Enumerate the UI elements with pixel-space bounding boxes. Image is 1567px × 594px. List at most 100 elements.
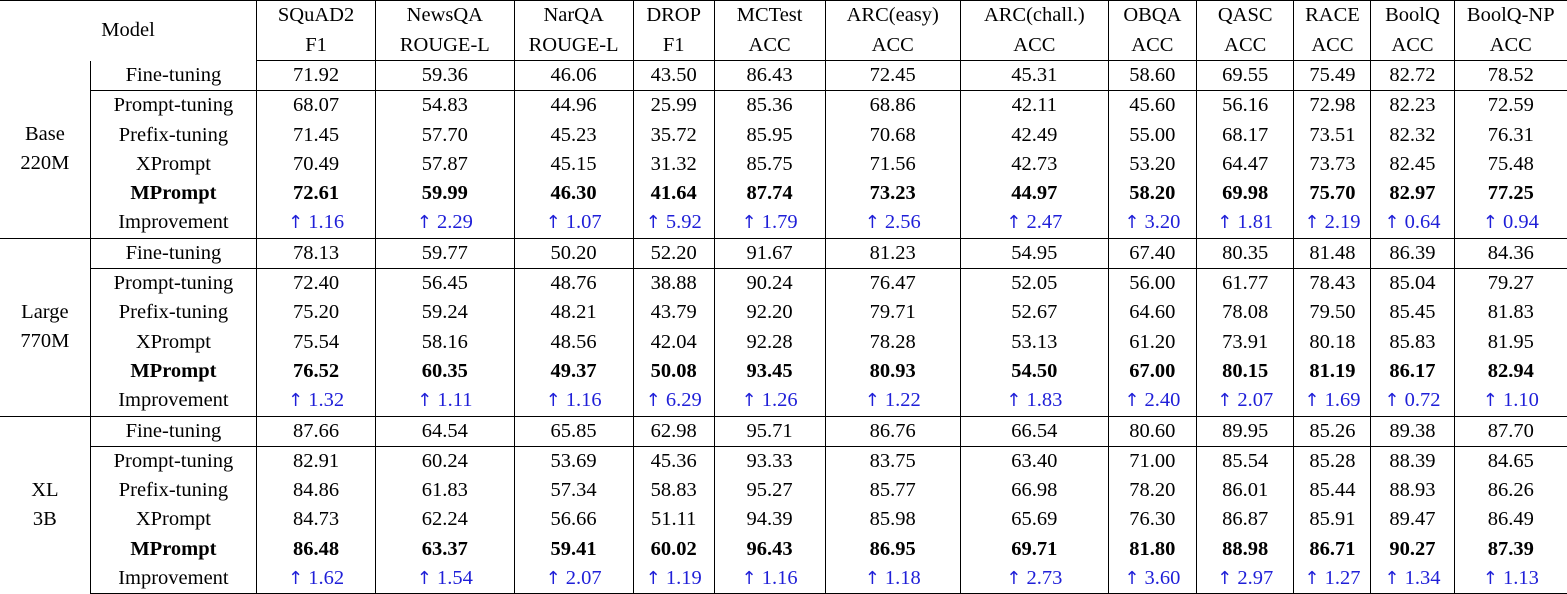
score-cell: 79.71	[824, 298, 961, 328]
improvement-cell: ↑ 2.56	[824, 208, 961, 239]
score-cell: 45.36	[632, 445, 715, 477]
method-name: XPrompt	[89, 327, 257, 357]
method-name: MPrompt	[89, 356, 257, 387]
score-cell: 56.00	[1107, 268, 1197, 299]
improvement-cell: ↑ 1.16	[513, 386, 634, 417]
score-cell: 49.37	[513, 356, 634, 387]
score-cell: 61.83	[375, 476, 515, 506]
model-params-label: 3B	[32, 508, 57, 531]
up-arrow-icon: ↑	[288, 212, 304, 234]
score-cell: 79.27	[1453, 268, 1567, 299]
header-metric: F1	[256, 30, 376, 61]
score-cell: 78.52	[1453, 60, 1567, 91]
up-arrow-icon: ↑	[1217, 568, 1233, 590]
score-cell: 71.45	[256, 120, 376, 150]
score-cell: 68.07	[256, 90, 376, 121]
score-cell: 85.44	[1293, 476, 1371, 506]
score-cell: 91.67	[713, 237, 826, 269]
score-cell: 89.95	[1195, 415, 1294, 447]
header-dataset: ARC(easy)	[824, 0, 961, 31]
score-cell: 82.97	[1370, 179, 1455, 209]
improvement-cell: ↑ 1.34	[1370, 564, 1455, 594]
score-cell: 76.30	[1107, 505, 1197, 535]
score-cell: 58.83	[632, 476, 715, 506]
improvement-cell: ↑ 1.11	[375, 386, 515, 417]
score-cell: 35.72	[632, 120, 715, 150]
method-name: Prompt-tuning	[89, 90, 257, 121]
score-cell: 84.73	[256, 505, 376, 535]
score-cell: 73.91	[1195, 327, 1294, 357]
up-arrow-icon: ↑	[1384, 390, 1400, 412]
up-arrow-icon: ↑	[1006, 212, 1022, 234]
score-cell: 85.28	[1293, 445, 1371, 477]
improvement-cell: ↑ 2.29	[375, 208, 515, 239]
score-cell: 57.87	[375, 149, 515, 180]
improvement-cell: ↑ 1.13	[1453, 564, 1567, 594]
score-cell: 63.40	[959, 445, 1109, 477]
improvement-cell: ↑ 1.26	[713, 386, 826, 417]
score-cell: 90.27	[1370, 534, 1455, 565]
score-cell: 42.11	[959, 90, 1109, 121]
score-cell: 88.93	[1370, 476, 1455, 506]
method-name: Prefix-tuning	[89, 476, 257, 506]
header-dataset: NarQA	[513, 0, 634, 31]
score-cell: 86.17	[1370, 356, 1455, 387]
improvement-value: 6.29	[665, 389, 702, 412]
up-arrow-icon: ↑	[1482, 212, 1498, 234]
score-cell: 65.69	[959, 505, 1109, 535]
improvement-cell: ↑ 2.07	[513, 564, 634, 594]
score-cell: 95.27	[713, 476, 826, 506]
score-cell: 58.20	[1107, 179, 1197, 209]
improvement-value: 1.07	[565, 211, 602, 234]
score-cell: 92.28	[713, 327, 826, 357]
improvement-cell: ↑ 1.16	[256, 208, 376, 239]
score-cell: 78.20	[1107, 476, 1197, 506]
score-cell: 73.51	[1293, 120, 1371, 150]
improvement-cell: ↑ 2.40	[1107, 386, 1197, 417]
score-cell: 81.95	[1453, 327, 1567, 357]
header-metric: ACC	[824, 30, 961, 61]
score-cell: 25.99	[632, 90, 715, 121]
score-cell: 78.08	[1195, 298, 1294, 328]
score-cell: 48.76	[513, 268, 634, 299]
up-arrow-icon: ↑	[645, 212, 661, 234]
improvement-value: 1.11	[437, 389, 473, 412]
score-cell: 60.24	[375, 445, 515, 477]
table-row: MPrompt 86.48 63.37 59.41 60.02 96.43 86.95 69.…	[0, 534, 1567, 565]
improvement-value: 2.56	[884, 211, 921, 234]
score-cell: 42.73	[959, 149, 1109, 180]
up-arrow-icon: ↑	[1304, 212, 1320, 234]
score-cell: 48.21	[513, 298, 634, 328]
improvement-value: 1.18	[884, 567, 921, 590]
header-dataset: BoolQ	[1370, 0, 1455, 31]
up-arrow-icon: ↑	[1482, 390, 1498, 412]
score-cell: 68.86	[824, 90, 961, 121]
table-row: Prefix-tuning 84.86 61.83 57.34 58.83 95.27 85…	[0, 476, 1567, 506]
header-metric: ACC	[1453, 30, 1567, 61]
score-cell: 71.92	[256, 60, 376, 91]
score-cell: 70.68	[824, 120, 961, 150]
score-cell: 43.50	[632, 60, 715, 91]
table-row: Prompt-tuning 82.91 60.24 53.69 45.36 93.33 83…	[0, 445, 1567, 477]
score-cell: 85.26	[1293, 415, 1371, 447]
up-arrow-icon: ↑	[417, 390, 433, 412]
score-cell: 77.25	[1453, 179, 1567, 209]
score-cell: 53.20	[1107, 149, 1197, 180]
improvement-cell: ↑ 2.97	[1195, 564, 1294, 594]
improvement-value: 1.13	[1502, 567, 1539, 590]
model-size-group: Base 220M	[0, 61, 90, 239]
score-cell: 59.99	[375, 179, 515, 209]
score-cell: 94.39	[713, 505, 826, 535]
score-cell: 76.47	[824, 268, 961, 299]
score-cell: 55.00	[1107, 120, 1197, 150]
score-cell: 75.54	[256, 327, 376, 357]
method-name: Prompt-tuning	[89, 445, 257, 477]
improvement-cell: ↑ 0.94	[1453, 208, 1567, 239]
method-name: Prefix-tuning	[89, 120, 257, 150]
improvement-row: Improvement ↑ 1.32 ↑ 1.11 ↑ 1.16 ↑ 6.29 ↑ 1.2…	[0, 386, 1567, 417]
improvement-cell: ↑ 1.16	[713, 564, 826, 594]
score-cell: 72.45	[824, 60, 961, 91]
header-dataset: ARC(chall.)	[959, 0, 1109, 31]
